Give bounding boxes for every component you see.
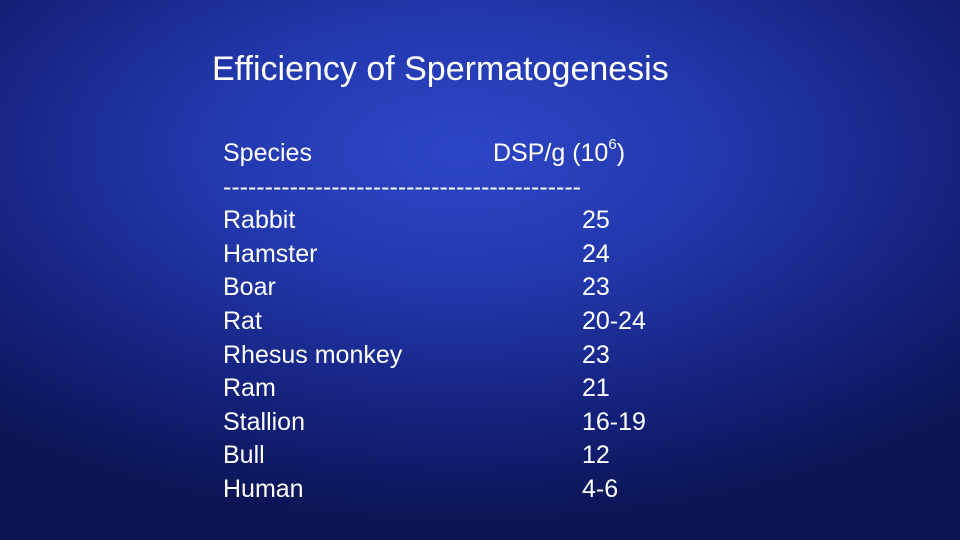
table-row: Ram 21: [223, 372, 703, 406]
dsp-value: 24: [582, 239, 610, 268]
species-table: Species DSP/g (106) --------------------…: [223, 137, 703, 507]
table-row: Stallion 16-19: [223, 406, 703, 440]
species-name: Rhesus monkey: [223, 340, 403, 369]
species-name: Human: [223, 474, 304, 503]
table-row: Rat 20-24: [223, 305, 703, 339]
table-row: Rabbit 25: [223, 204, 703, 238]
table-header: Species DSP/g (106): [223, 137, 703, 171]
table-divider: ----------------------------------------…: [223, 172, 581, 201]
table-row: Hamster 24: [223, 238, 703, 272]
dsp-value: 12: [582, 441, 610, 470]
table-row: Bull 12: [223, 439, 703, 473]
dsp-value: 16-19: [582, 407, 646, 436]
dsp-value: 23: [582, 273, 610, 302]
dsp-value: 25: [582, 206, 610, 235]
header-species-label: Species: [223, 139, 312, 167]
table-row: Rhesus monkey 23: [223, 339, 703, 373]
header-value-exponent: 6: [608, 135, 617, 153]
header-value-text: DSP/g (10: [493, 139, 609, 167]
header-value-close: ): [616, 139, 626, 167]
species-name: Bull: [223, 441, 265, 470]
header-value-label: DSP/g (106): [493, 137, 625, 171]
species-name: Boar: [223, 273, 276, 302]
species-name: Ram: [223, 374, 276, 403]
species-name: Rabbit: [223, 206, 296, 235]
table-divider-row: ----------------------------------------…: [223, 171, 703, 205]
table-row: Boar 23: [223, 271, 703, 305]
dsp-value: 21: [582, 374, 610, 403]
species-name: Rat: [223, 306, 262, 335]
dsp-value: 4-6: [582, 474, 619, 503]
species-name: Stallion: [223, 407, 305, 436]
species-name: Hamster: [223, 239, 318, 268]
dsp-value: 23: [582, 340, 610, 369]
table-row: Human 4-6: [223, 473, 703, 507]
dsp-value: 20-24: [582, 306, 646, 335]
slide-title: Efficiency of Spermatogenesis: [212, 50, 669, 88]
